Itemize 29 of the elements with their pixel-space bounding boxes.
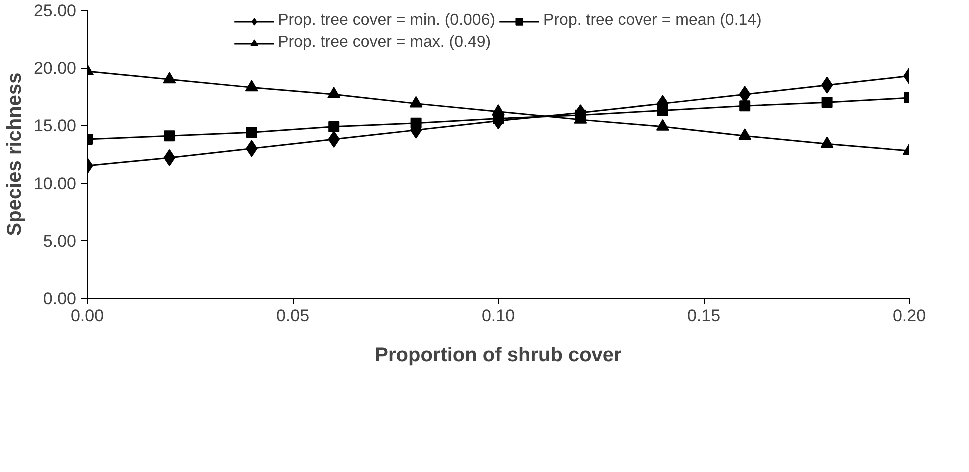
point — [245, 80, 258, 92]
x-tick-label: 0.00 — [70, 306, 104, 326]
x-axis-title: Proportion of shrub cover — [375, 344, 622, 366]
point — [328, 87, 341, 99]
x-tick-label: 0.05 — [276, 306, 310, 326]
point — [246, 127, 258, 138]
legend-label: Prop. tree cover = max. (0.49) — [278, 34, 492, 52]
y-axis-title: Species richness — [4, 72, 26, 236]
y-tick-label: 5.00 — [43, 232, 77, 251]
point — [821, 76, 834, 94]
point — [164, 130, 176, 142]
y-tick-label: 0.00 — [43, 290, 77, 308]
point — [163, 72, 176, 84]
point — [164, 149, 176, 166]
legend-label: Prop. tree cover = mean (0.14) — [544, 12, 762, 30]
x-tick-label: 0.20 — [892, 306, 926, 326]
point — [740, 100, 751, 112]
y-tick-label: 25.00 — [34, 2, 77, 20]
point — [657, 105, 668, 116]
point — [410, 96, 423, 108]
legend-label: Prop. tree cover = min. (0.006) — [278, 12, 496, 30]
point — [410, 118, 422, 129]
x-tick-label: 0.15 — [687, 306, 721, 326]
x-tick-label: 0.10 — [482, 306, 516, 326]
y-tick-label: 15.00 — [34, 116, 77, 136]
point — [822, 97, 833, 108]
y-tick-label: 10.00 — [34, 174, 77, 194]
point — [328, 121, 340, 132]
y-tick-label: 20.00 — [34, 59, 77, 78]
